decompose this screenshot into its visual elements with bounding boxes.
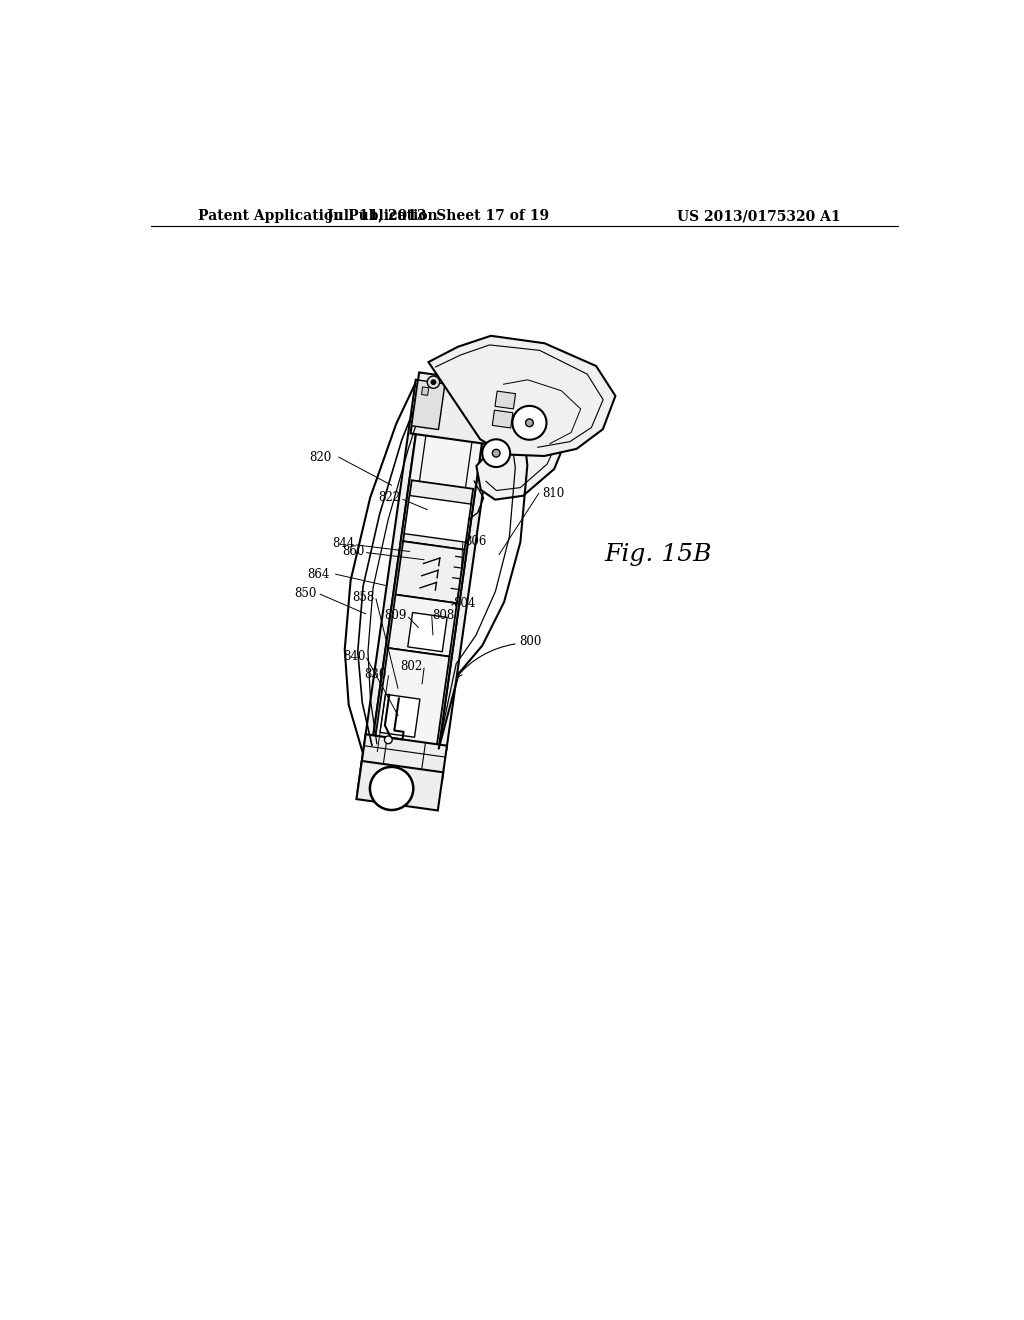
Polygon shape [495, 391, 515, 409]
Polygon shape [357, 380, 424, 792]
Text: 806: 806 [464, 536, 486, 548]
Polygon shape [493, 411, 513, 428]
Polygon shape [408, 612, 447, 652]
Circle shape [431, 380, 436, 384]
Polygon shape [422, 387, 429, 396]
Polygon shape [388, 594, 457, 656]
Text: 800: 800 [519, 635, 542, 648]
Polygon shape [404, 495, 471, 543]
Circle shape [512, 405, 547, 440]
Polygon shape [360, 734, 447, 780]
Text: 808: 808 [432, 609, 455, 622]
Polygon shape [487, 383, 519, 447]
Circle shape [482, 440, 510, 467]
Polygon shape [395, 541, 465, 603]
Text: 809: 809 [385, 610, 407, 622]
Text: 810: 810 [543, 487, 565, 500]
Text: Patent Application Publication: Patent Application Publication [198, 209, 437, 223]
Text: 850: 850 [294, 587, 316, 601]
Circle shape [525, 418, 534, 426]
Polygon shape [438, 436, 490, 750]
Text: 822: 822 [379, 491, 400, 504]
Text: 864: 864 [307, 568, 330, 581]
Polygon shape [373, 426, 483, 748]
Polygon shape [380, 694, 420, 738]
Text: Jul. 11, 2013  Sheet 17 of 19: Jul. 11, 2013 Sheet 17 of 19 [327, 209, 549, 223]
Text: US 2013/0175320 A1: US 2013/0175320 A1 [677, 209, 841, 223]
Text: 802: 802 [400, 660, 423, 673]
Polygon shape [428, 335, 615, 455]
Text: 840: 840 [343, 649, 366, 663]
Text: 804: 804 [454, 597, 476, 610]
Polygon shape [403, 480, 473, 550]
Circle shape [493, 449, 500, 457]
Polygon shape [476, 381, 572, 500]
Circle shape [427, 376, 439, 388]
Text: 860: 860 [342, 545, 365, 557]
Polygon shape [356, 760, 443, 810]
Polygon shape [412, 380, 445, 429]
Text: 830: 830 [365, 668, 387, 681]
Circle shape [384, 737, 392, 743]
Polygon shape [375, 648, 450, 748]
Text: Fig. 15B: Fig. 15B [604, 544, 712, 566]
Text: 858: 858 [352, 591, 375, 603]
Circle shape [370, 767, 414, 810]
Text: 844: 844 [332, 537, 354, 550]
Polygon shape [411, 372, 515, 446]
Text: 820: 820 [309, 450, 331, 463]
